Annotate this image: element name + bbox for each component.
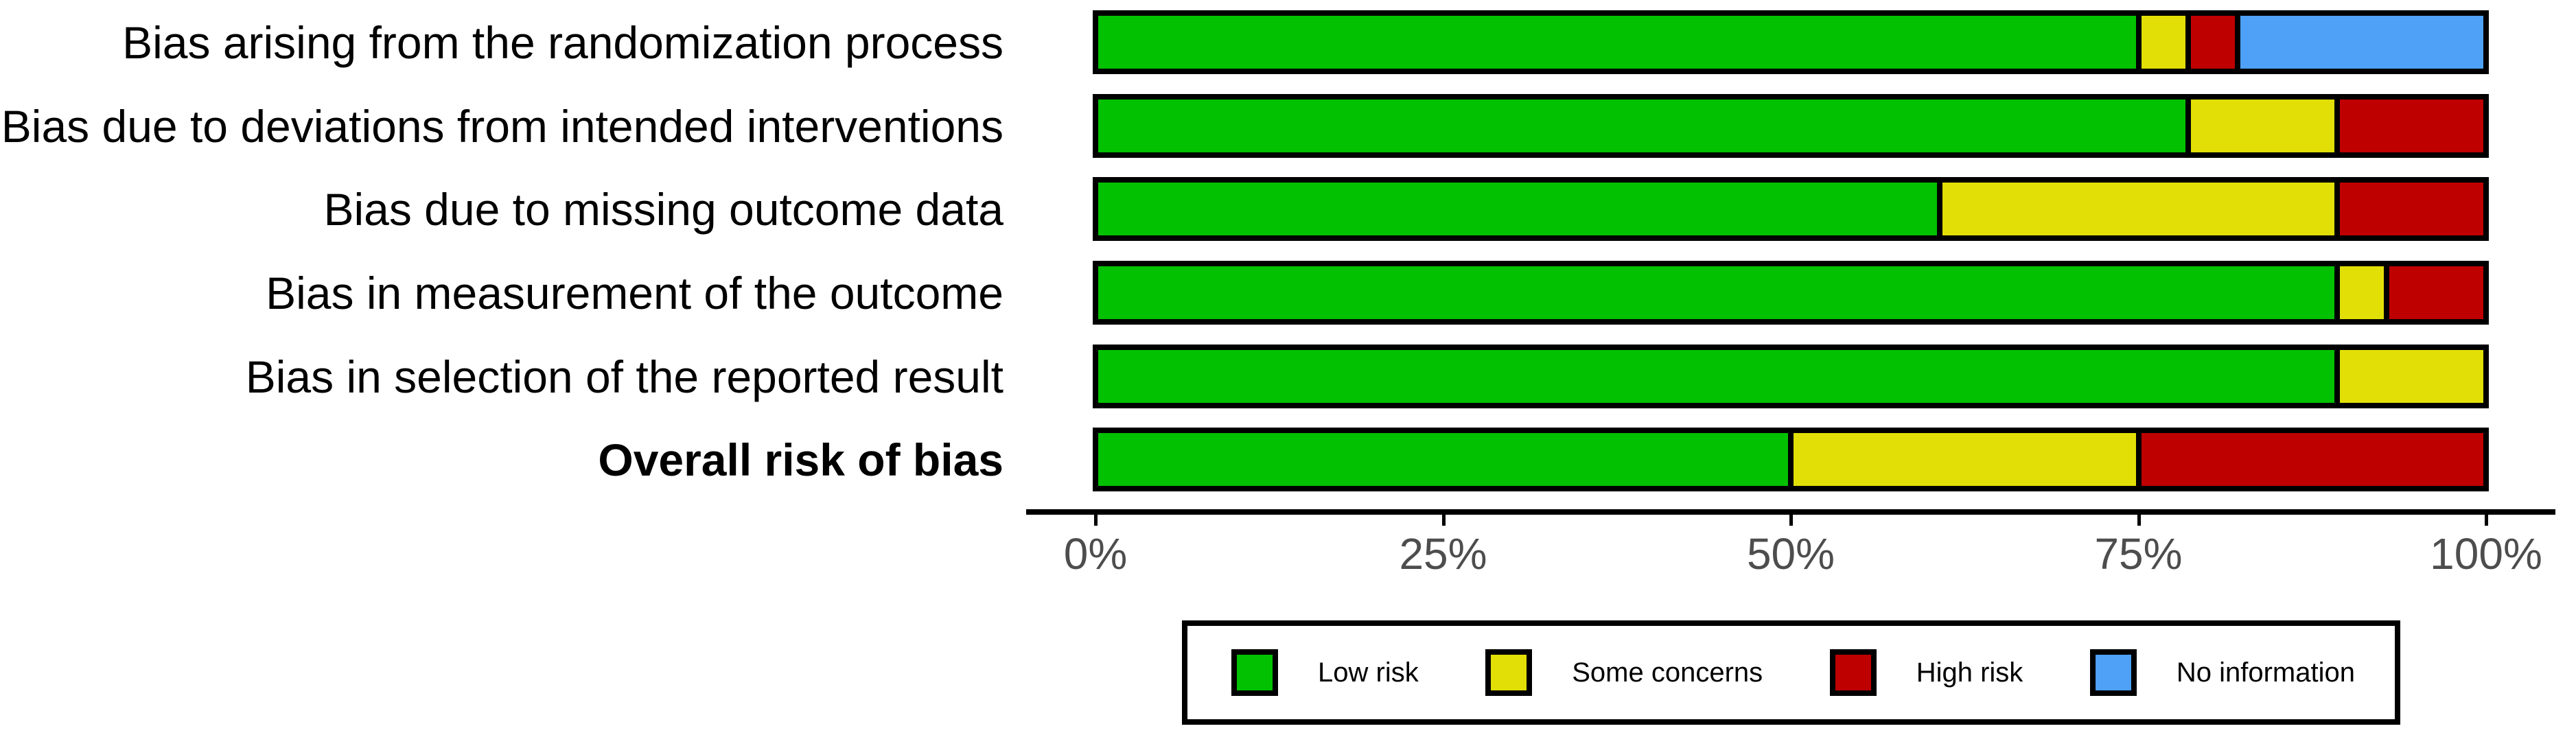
bar-segment-low-risk: [1095, 264, 2337, 322]
legend-box: Low risk Some concerns High risk No informa…: [1182, 620, 2400, 725]
bar-segment-high-risk: [2138, 430, 2486, 489]
bar-segment-some-concerns: [1791, 430, 2139, 489]
legend-key-no-information-icon: [2089, 649, 2137, 696]
category-label: Bias arising from the randomization proc…: [122, 16, 1003, 68]
x-axis-tick-label: 50%: [1746, 529, 1835, 579]
bar-segment-high-risk: [2336, 97, 2486, 155]
legend-item-low-risk: Low risk: [1231, 649, 1419, 696]
stacked-bar: [1093, 10, 2489, 74]
bar-segment-high-risk: [2188, 13, 2238, 71]
legend-item-some-concerns: Some concerns: [1485, 649, 1763, 696]
x-axis-tick: [2137, 515, 2141, 526]
stacked-bar: [1093, 177, 2489, 241]
x-axis-tick-label: 100%: [2430, 529, 2542, 579]
category-label: Bias due to missing outcome data: [323, 183, 1003, 235]
x-axis-tick: [1789, 515, 1793, 526]
x-axis-tick-label: 75%: [2094, 529, 2183, 579]
stacked-bar: [1093, 428, 2489, 491]
bar-segment-some-concerns: [2138, 13, 2188, 71]
bar-segment-low-risk: [1095, 13, 2139, 71]
bar-segment-no-information: [2238, 13, 2486, 71]
bar-segment-some-concerns: [2337, 264, 2387, 322]
category-label: Bias in selection of the reported result: [245, 351, 1003, 402]
legend-key-low-risk-icon: [1231, 649, 1278, 696]
legend-item-no-information: No information: [2089, 649, 2355, 696]
legend-item-high-risk: High risk: [1829, 649, 2023, 696]
legend-key-high-risk-icon: [1829, 649, 1877, 696]
category-label: Bias in measurement of the outcome: [266, 267, 1003, 318]
bar-segment-some-concerns: [1939, 180, 2337, 238]
x-axis-tick-label: 0%: [1063, 529, 1128, 579]
stacked-bar: [1093, 94, 2489, 158]
bar-segment-high-risk: [2336, 180, 2486, 238]
stacked-bar: [1093, 345, 2489, 408]
legend-label: High risk: [1916, 657, 2023, 688]
bar-segment-low-risk: [1095, 97, 2188, 155]
x-axis-tick: [2485, 515, 2488, 526]
legend-key-some-concerns-icon: [1485, 649, 1533, 696]
bar-segment-low-risk: [1095, 430, 1791, 489]
bar-segment-high-risk: [2387, 264, 2486, 322]
legend-label: Low risk: [1318, 657, 1419, 688]
category-label: Bias due to deviations from intended int…: [1, 100, 1003, 152]
stacked-bar: [1093, 261, 2489, 325]
bar-segment-some-concerns: [2337, 347, 2486, 406]
x-axis-tick-label: 25%: [1399, 529, 1487, 579]
legend-label: No information: [2176, 657, 2355, 688]
bar-segment-low-risk: [1095, 347, 2337, 406]
bar-segment-low-risk: [1095, 180, 1940, 238]
x-axis-line: [1026, 509, 2555, 515]
category-label: Overall risk of bias: [598, 434, 1003, 485]
x-axis-tick: [1441, 515, 1446, 526]
x-axis-tick: [1094, 515, 1098, 526]
bar-segment-some-concerns: [2188, 97, 2337, 155]
legend-label: Some concerns: [1572, 657, 1763, 688]
